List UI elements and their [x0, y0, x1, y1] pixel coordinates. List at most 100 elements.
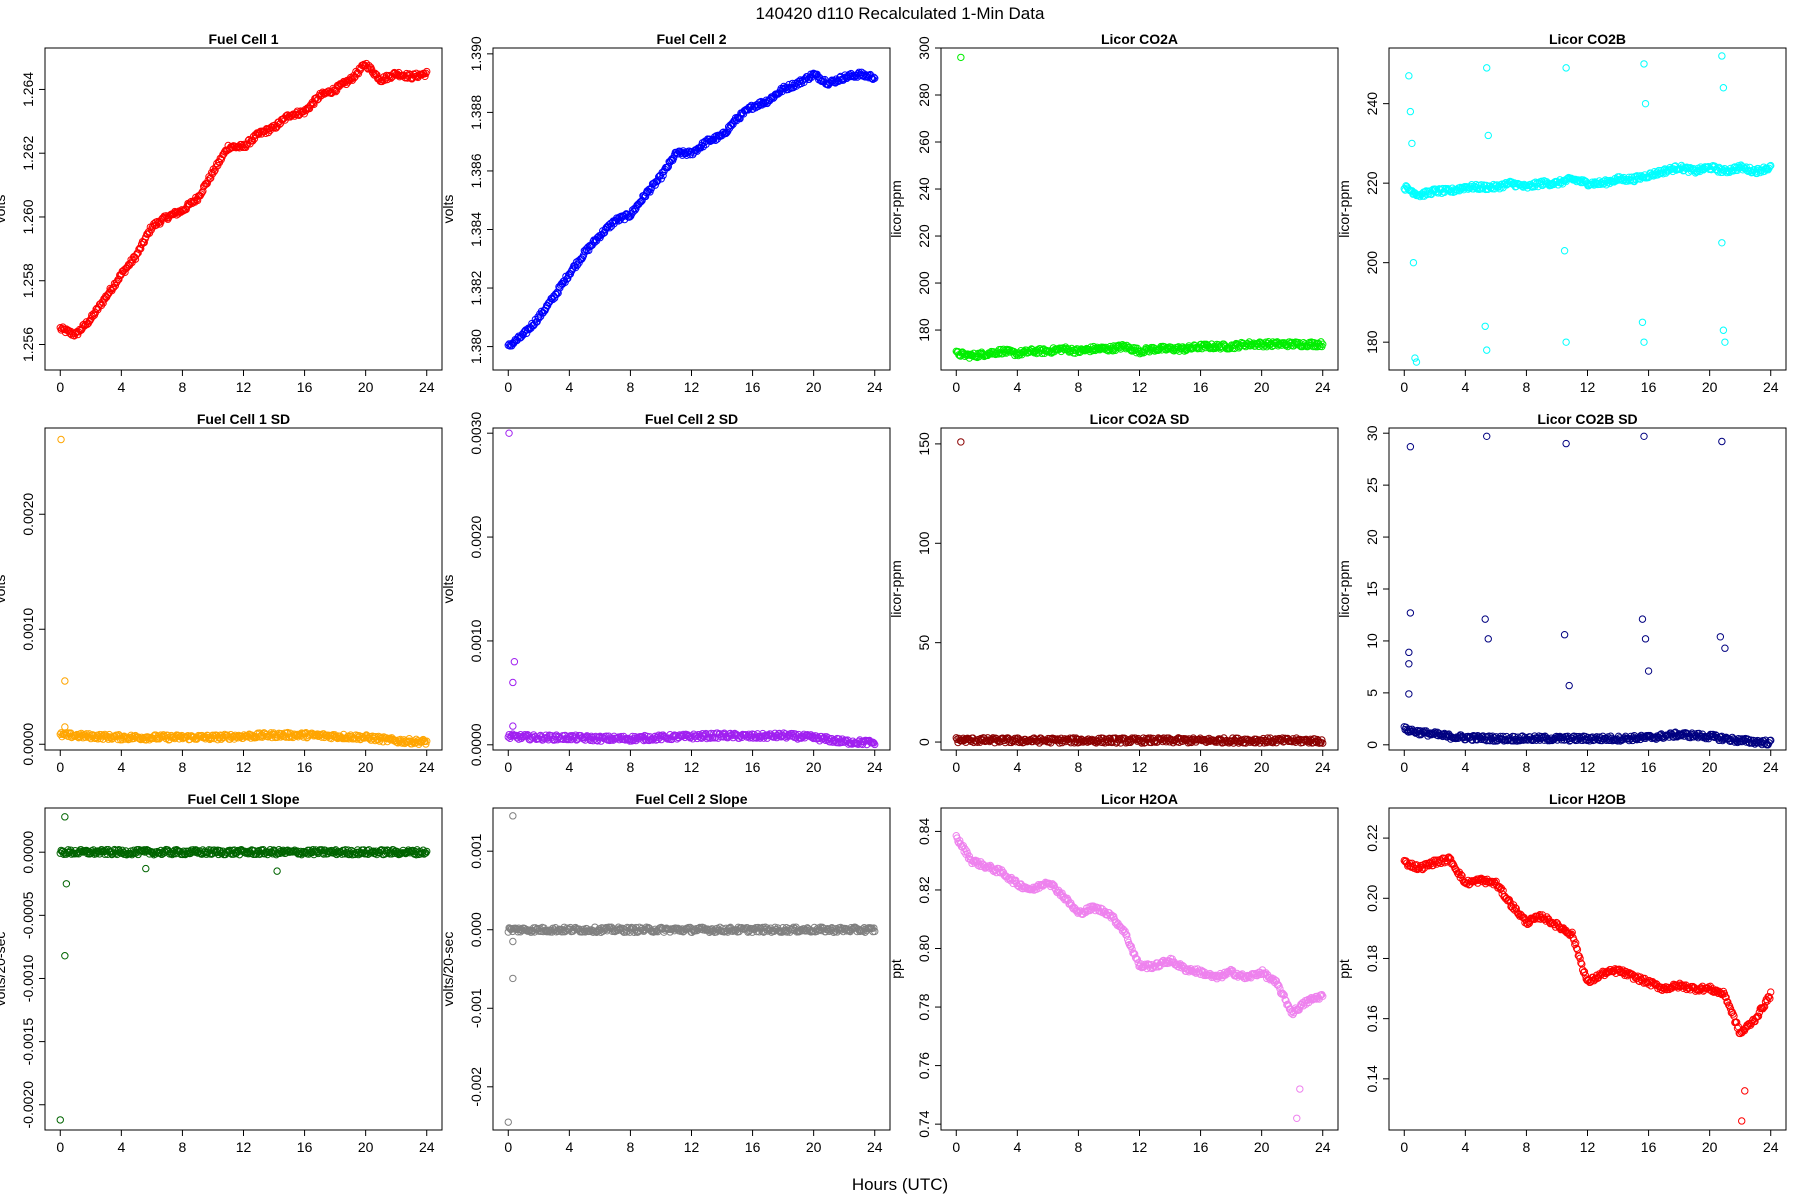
data-point: [1619, 176, 1627, 185]
data-point: [297, 729, 306, 737]
data-series: [1400, 52, 1775, 366]
data-point: [871, 740, 879, 749]
data-point: [635, 199, 644, 207]
plot-frame: [492, 807, 891, 1131]
x-tick-label: 4: [1013, 1139, 1021, 1155]
y-tick-label: 260: [916, 130, 932, 154]
data-point: [264, 733, 273, 741]
outlier-point: [142, 864, 150, 873]
x-tick-label: 24: [1315, 1139, 1331, 1155]
data-point: [607, 222, 616, 230]
x-tick-label: 16: [1193, 1139, 1209, 1155]
x-tick-label: 4: [117, 759, 125, 775]
outlier-point: [1719, 84, 1728, 92]
data-point: [87, 734, 95, 743]
y-axis-label: volts/20-sec: [0, 932, 8, 1007]
x-tick-label: 4: [117, 1139, 125, 1155]
y-tick-label: 20: [1364, 529, 1380, 545]
data-point: [1133, 955, 1142, 964]
panel-title: Fuel Cell 1 Slope: [187, 791, 299, 807]
data-point: [602, 923, 610, 932]
y-tick-label: 1.256: [20, 327, 36, 362]
x-tick-label: 0: [504, 1139, 512, 1155]
x-tick-label: 12: [684, 1139, 700, 1155]
data-point: [1162, 958, 1170, 967]
data-point: [267, 729, 275, 737]
x-tick-label: 4: [1461, 379, 1469, 395]
x-tick-label: 12: [1580, 379, 1596, 395]
panel-title: Licor CO2B: [1549, 31, 1626, 47]
data-point: [575, 259, 583, 267]
data-point: [1766, 162, 1774, 171]
panel-title: Fuel Cell 2 SD: [645, 411, 738, 427]
data-series: [56, 435, 431, 748]
x-tick-label: 0: [952, 1139, 960, 1155]
data-point: [423, 737, 431, 745]
data-point: [717, 131, 725, 139]
x-tick-label: 24: [419, 1139, 435, 1155]
y-tick-label: 1.386: [468, 153, 484, 188]
data-point: [868, 74, 876, 83]
data-series: [56, 813, 431, 1124]
x-tick-label: 4: [565, 1139, 573, 1155]
data-point: [423, 67, 431, 76]
x-tick-label: 24: [867, 379, 883, 395]
data-point: [159, 731, 168, 739]
y-tick-label: 280: [916, 83, 932, 107]
data-point: [869, 738, 877, 747]
data-point: [318, 846, 326, 854]
data-series: [952, 831, 1327, 1122]
y-tick-label: 0.000: [468, 912, 484, 947]
y-tick-label: 0.0000: [468, 723, 484, 766]
data-point: [134, 733, 142, 741]
data-point: [1767, 736, 1775, 745]
outlier-point: [61, 723, 69, 731]
y-tick-label: 300: [916, 36, 932, 60]
outlier-point: [1562, 64, 1570, 72]
x-tick-label: 24: [1315, 759, 1331, 775]
data-point: [186, 198, 195, 206]
outlier-point: [57, 435, 65, 444]
data-point: [1318, 736, 1326, 744]
outlier-point: [1641, 99, 1650, 108]
data-series: [504, 812, 879, 1126]
outlier-point: [1718, 437, 1726, 446]
x-tick-label: 12: [1580, 759, 1596, 775]
outlier-point: [504, 1118, 512, 1126]
x-tick-label: 24: [1315, 379, 1331, 395]
x-tick-label: 8: [1523, 759, 1531, 775]
outlier-point: [1565, 681, 1573, 690]
data-point: [1109, 347, 1117, 355]
data-point: [422, 849, 430, 857]
data-point: [1571, 176, 1579, 184]
outlier-point: [1481, 615, 1489, 623]
data-point: [204, 176, 212, 185]
data-point: [664, 162, 673, 171]
y-tick-label: 1.382: [468, 270, 484, 305]
outlier-point: [273, 867, 281, 875]
y-tick-label: 0: [916, 738, 932, 746]
y-axis-label: licor-ppm: [1336, 180, 1352, 238]
x-tick-label: 0: [1400, 379, 1408, 395]
x-tick-label: 24: [419, 759, 435, 775]
y-tick-label: 0.0020: [468, 515, 484, 558]
y-tick-label: 180: [1364, 330, 1380, 354]
data-point: [420, 850, 428, 858]
x-tick-label: 8: [1523, 379, 1531, 395]
y-axis-label: licor-ppm: [888, 560, 904, 618]
panel-title: Fuel Cell 2: [656, 31, 726, 47]
outlier-point: [1721, 338, 1729, 346]
data-point: [1050, 881, 1058, 890]
data-series: [952, 438, 1327, 747]
x-tick-label: 0: [504, 759, 512, 775]
outlier-point: [1640, 60, 1648, 68]
data-point: [1222, 736, 1231, 745]
outlier-point: [1481, 322, 1489, 330]
data-point: [1319, 340, 1327, 348]
panel-title: Licor H2OA: [1101, 791, 1178, 807]
x-tick-label: 16: [745, 379, 761, 395]
x-tick-label: 4: [1461, 759, 1469, 775]
x-tick-label: 20: [1702, 759, 1718, 775]
